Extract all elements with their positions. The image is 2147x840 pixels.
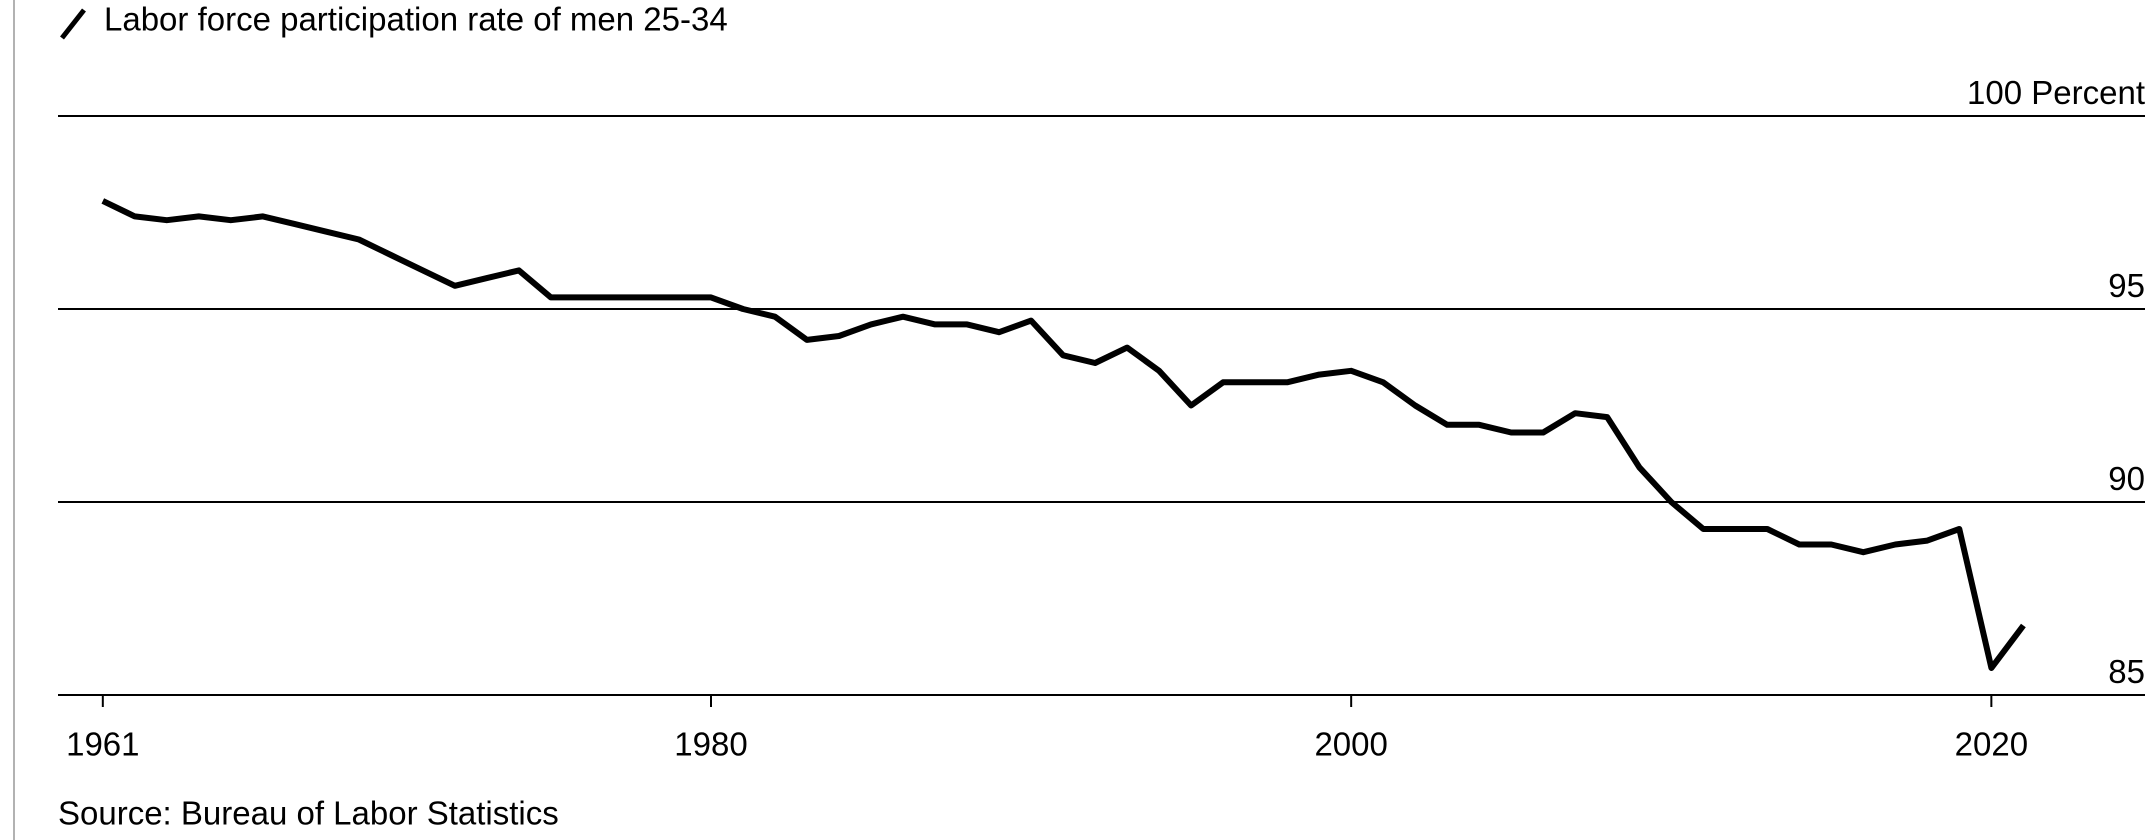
- x-tick-label: 1980: [674, 726, 747, 763]
- x-tick-label: 2020: [1955, 726, 2028, 763]
- y-tick-label: 95: [2108, 267, 2145, 304]
- data-line: [101, 198, 2026, 671]
- source-note: Source: Bureau of Labor Statistics: [58, 795, 559, 832]
- y-tick-label: 85: [2108, 653, 2145, 690]
- x-tick-label: 2000: [1314, 726, 1387, 763]
- legend-label: Labor force participation rate of men 25…: [104, 1, 728, 38]
- legend-swatch: [60, 8, 86, 40]
- x-tick-label: 1961: [66, 726, 139, 763]
- y-tick-label: 100 Percent: [1967, 74, 2145, 111]
- y-tick-label: 90: [2108, 460, 2145, 497]
